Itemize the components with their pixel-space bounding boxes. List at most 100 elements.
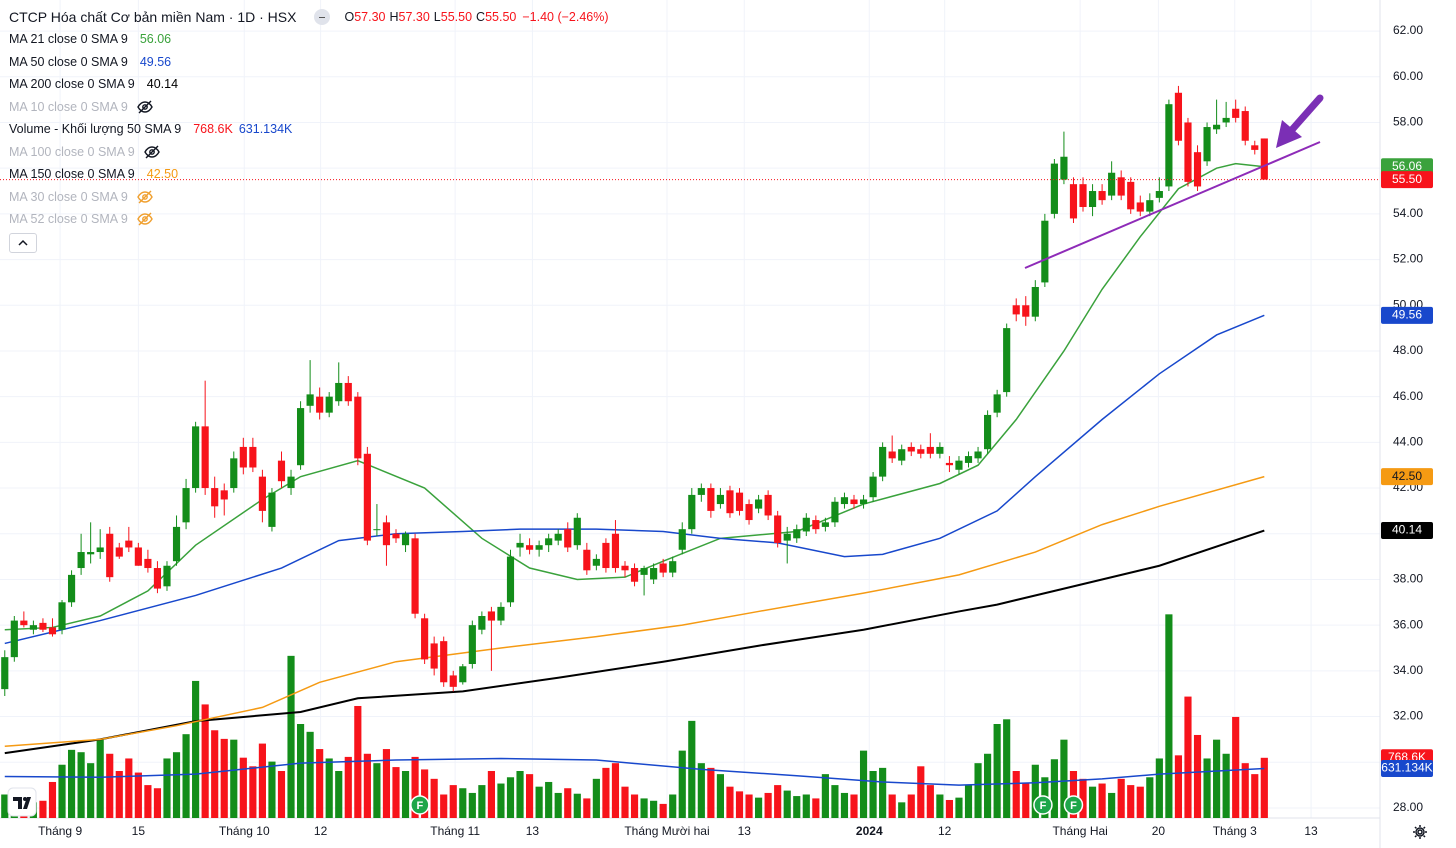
candle-body — [1193, 152, 1202, 187]
candle-body — [735, 492, 744, 511]
volume-bar — [182, 734, 190, 818]
candle-body — [430, 643, 438, 669]
volume-bar — [783, 790, 791, 818]
candle-body — [936, 446, 944, 454]
candle-body — [516, 542, 524, 548]
volume-bar — [287, 655, 295, 818]
y-tick-label: 46.00 — [1393, 389, 1423, 403]
volume-bar — [1079, 778, 1087, 818]
legend-value: 768.6K — [193, 122, 233, 136]
legend-label: MA 150 close 0 SMA 9 — [9, 167, 135, 181]
volume-bar — [602, 767, 610, 818]
candle-body — [48, 627, 57, 635]
candle-body — [1012, 305, 1020, 315]
candle-body — [621, 565, 629, 571]
hidden-icon[interactable] — [136, 100, 154, 114]
candle-body — [888, 451, 896, 459]
legend-label: MA 21 close 0 SMA 9 — [9, 32, 128, 46]
candle-body — [1088, 191, 1097, 208]
volume-bar — [745, 794, 753, 818]
volume-bar — [630, 794, 639, 818]
candle-body — [1079, 184, 1087, 208]
candle-body — [783, 533, 791, 541]
volume-bar — [1260, 757, 1268, 818]
legend-row: MA 30 close 0 SMA 9 — [9, 186, 609, 209]
candle-body — [421, 618, 429, 660]
price-badge-label: 42.50 — [1392, 469, 1422, 483]
legend-value: 631.134K — [238, 122, 293, 136]
volume-bar — [1232, 716, 1240, 818]
volume-bar — [1203, 758, 1211, 818]
volume-bar — [115, 771, 123, 818]
volume-bar — [592, 778, 600, 818]
y-tick-label: 38.00 — [1393, 572, 1423, 586]
event-marker: F — [410, 795, 430, 815]
volume-bar — [984, 753, 992, 818]
volume-bar — [1222, 753, 1230, 818]
candle-body — [1127, 181, 1135, 210]
candle-body — [1136, 202, 1144, 212]
candle-body — [554, 533, 562, 541]
volume-bar — [583, 798, 591, 818]
candle-body — [850, 499, 858, 505]
hidden-icon[interactable] — [136, 212, 154, 226]
candle-body — [87, 552, 95, 555]
y-tick-label: 54.00 — [1393, 206, 1423, 220]
change-label: −1.40 (−2.46%) — [522, 9, 609, 24]
legend-row: MA 100 close 0 SMA 9 — [9, 141, 609, 164]
candle-body — [182, 488, 190, 523]
price-badge-label: 55.50 — [1392, 172, 1422, 186]
candle-body — [1222, 117, 1230, 123]
candle-body — [296, 408, 305, 466]
y-tick-label: 36.00 — [1393, 617, 1423, 631]
candle-body — [1050, 163, 1058, 214]
volume-bar — [526, 774, 534, 818]
candle-body — [153, 568, 162, 589]
y-tick-label: 28.00 — [1393, 800, 1423, 814]
candle-body — [1098, 191, 1106, 201]
candle-body — [382, 522, 391, 546]
candle-body — [1069, 184, 1078, 219]
candle-body — [726, 490, 734, 514]
ohlc-values: O57.30 H57.30 L55.50 C55.50 −1.40 (−2.46%) — [344, 6, 608, 29]
volume-bar — [678, 750, 686, 818]
x-tick-label: 15 — [132, 824, 146, 838]
collapse-button[interactable] — [9, 233, 37, 253]
volume-bar — [268, 761, 276, 818]
volume-bar — [917, 766, 925, 818]
candle-body — [745, 504, 753, 521]
ma-line — [4, 314, 1265, 645]
volume-bar — [172, 752, 181, 818]
candle-body — [459, 666, 467, 683]
legend-value: 40.14 — [146, 77, 179, 91]
price-badge — [1381, 306, 1433, 324]
volume-bar — [392, 767, 400, 818]
candle-body — [96, 547, 104, 553]
chart-title: CTCP Hóa chất Cơ bản miền Nam · 1D · HSX — [9, 8, 297, 25]
event-marker: F — [1033, 795, 1053, 815]
volume-bar — [907, 794, 915, 818]
candle-body — [1155, 191, 1163, 198]
candle-body — [201, 426, 209, 489]
event-circle — [410, 795, 430, 815]
volume-bar — [1174, 755, 1183, 818]
legend-value: 49.56 — [139, 54, 172, 69]
hidden-icon[interactable] — [136, 190, 154, 204]
candle-body — [268, 492, 276, 527]
candle-body — [401, 533, 410, 546]
candle-body — [478, 616, 486, 630]
volume-bar — [1241, 763, 1249, 818]
volume-bar — [344, 756, 352, 818]
volume-bar — [697, 763, 705, 818]
volume-bar — [10, 798, 18, 818]
legend-label: MA 10 close 0 SMA 9 — [9, 99, 128, 114]
volume-bar — [545, 781, 553, 818]
legend-value: 42.50 — [146, 167, 179, 181]
hidden-icon[interactable] — [143, 145, 161, 159]
candle-body — [163, 565, 171, 587]
legend-row: MA 50 close 0 SMA 9 49.56 — [9, 51, 609, 74]
candle-body — [363, 453, 371, 541]
volume-bar — [936, 794, 944, 818]
candle-body — [468, 625, 476, 664]
minimize-button[interactable] — [314, 9, 331, 25]
